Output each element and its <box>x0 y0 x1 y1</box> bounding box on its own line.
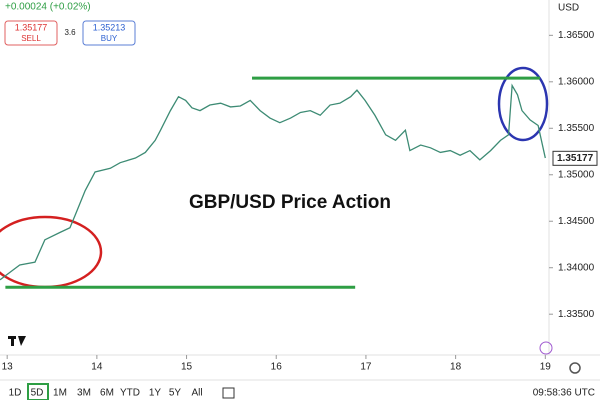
y-tick-label: 1.34000 <box>558 262 595 273</box>
buy-button[interactable] <box>82 20 136 46</box>
y-tick-label: 1.35500 <box>558 123 595 134</box>
highlight-circle <box>497 66 549 142</box>
annotation: GBP/USD Price Action <box>189 192 391 213</box>
x-tick-label: 19 <box>540 362 552 373</box>
range-button[interactable]: 3M <box>77 388 91 399</box>
buy-price: 1.35213 <box>93 22 126 32</box>
clock: 09:58:36 UTC <box>533 388 595 399</box>
range-button[interactable]: YTD <box>120 388 140 399</box>
range-button[interactable]: 6M <box>100 388 114 399</box>
currency: USD <box>558 3 579 14</box>
y-tick-label: 1.36000 <box>558 76 595 87</box>
tv-logo <box>8 336 26 346</box>
x-tick-label: 16 <box>271 362 283 373</box>
range-button[interactable]: 5D <box>31 388 44 399</box>
y-tick-label: 1.33500 <box>558 309 595 320</box>
range-button[interactable]: 1D <box>9 388 22 399</box>
range-button[interactable]: 1Y <box>149 388 162 399</box>
price-change: +0.00024 (+0.02%) <box>5 2 91 13</box>
y-tick-label: 1.36500 <box>558 30 595 41</box>
sell-label: SELL <box>21 34 41 43</box>
range-button[interactable]: All <box>191 388 202 399</box>
range-button[interactable]: 1M <box>53 388 67 399</box>
calendar-icon[interactable] <box>222 387 235 399</box>
x-tick-label: 17 <box>360 362 372 373</box>
x-tick-label: 14 <box>91 362 103 373</box>
x-tick-label: 18 <box>450 362 462 373</box>
x-tick-label: 13 <box>2 362 14 373</box>
highlight-circle <box>0 215 103 289</box>
spread: 3.6 <box>64 28 76 37</box>
settings-icon[interactable] <box>569 362 581 374</box>
price-line <box>0 83 546 281</box>
x-tick-label: 15 <box>181 362 193 373</box>
y-tick-label: 1.34500 <box>558 216 595 227</box>
sell-button[interactable] <box>4 20 58 46</box>
buy-label: BUY <box>101 34 118 43</box>
alert-icon[interactable] <box>539 341 553 355</box>
range-button[interactable]: 5Y <box>169 388 182 399</box>
sell-price: 1.35177 <box>15 22 48 32</box>
last-price-label: 1.35177 <box>557 153 594 164</box>
y-tick-label: 1.35000 <box>558 169 595 180</box>
last-price-box <box>552 150 598 166</box>
